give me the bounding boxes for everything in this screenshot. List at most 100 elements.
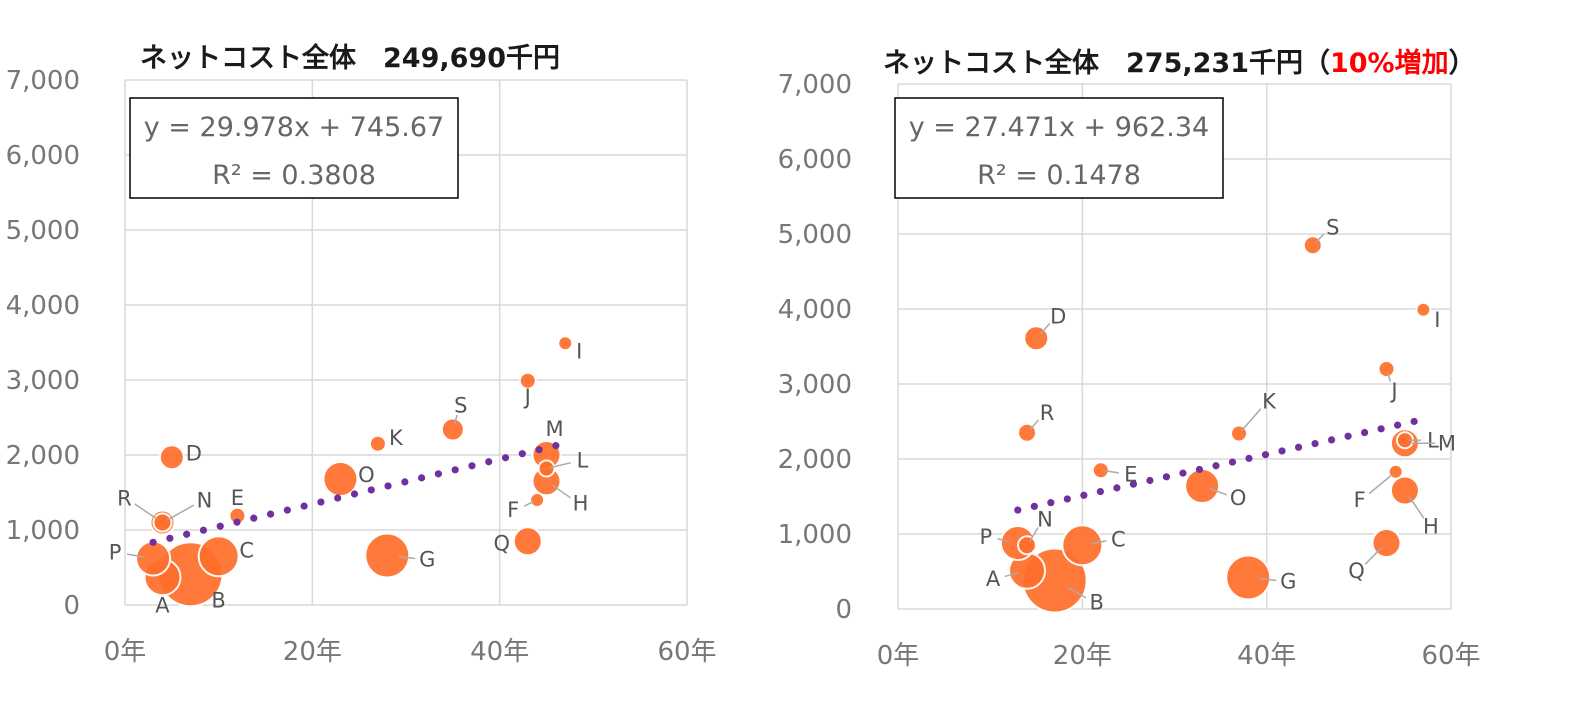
data-label-r: R: [117, 487, 132, 511]
chart-right: 0 1,000 2,000 3,000 4,000 5,000 6,000 7,000 0年 20…: [778, 47, 1481, 671]
chart-title-part: ネットコスト全体 275,231千円（: [883, 47, 1330, 79]
bubble-point-o: [322, 461, 359, 497]
bubble-point-g: [1225, 554, 1272, 601]
trendline-dot: [317, 498, 325, 506]
y-tick-label: 5,000: [778, 220, 852, 250]
trendline-dot: [434, 470, 442, 478]
data-label-leader: [997, 538, 1010, 543]
data-label-leader: [1209, 487, 1228, 496]
trendline-dot: [451, 466, 459, 474]
bubble-point-p: [135, 540, 172, 577]
data-label-k: K: [1262, 390, 1277, 414]
data-label-b: B: [211, 588, 225, 612]
data-label-leader: [1028, 527, 1039, 542]
data-label-leader: [1029, 419, 1040, 431]
y-tick-label: 1,000: [778, 520, 852, 550]
data-label-p: P: [979, 525, 992, 549]
chart-title-part: ネットコスト全体 249,690千円: [140, 42, 560, 74]
data-label-n: N: [197, 489, 213, 513]
trendline-dot: [1212, 462, 1220, 470]
trendline-dot: [485, 458, 493, 466]
trendline-dot: [535, 446, 543, 454]
trendline-dot: [183, 530, 191, 538]
data-label-leader: [1259, 577, 1277, 582]
data-label-a: A: [986, 567, 1001, 591]
data-label-q: Q: [494, 531, 511, 555]
trendline-dot: [199, 526, 208, 534]
trendline-dot: [1179, 469, 1187, 477]
x-tick-label: 20年: [283, 637, 342, 667]
r-squared: R² = 0.3808: [212, 160, 376, 191]
data-label-leader: [1368, 473, 1394, 495]
y-tick-label: 1,000: [6, 516, 80, 546]
data-label-leader: [551, 484, 571, 499]
data-label-r: R: [1040, 401, 1055, 425]
trendline-dot: [1344, 432, 1352, 440]
trendline-dot: [418, 474, 426, 482]
trendline-dot: [552, 442, 560, 450]
data-label-leader: [1068, 587, 1087, 599]
data-label-e: E: [1124, 462, 1137, 486]
data-label-f: F: [507, 498, 519, 522]
bubble-point-n: [1017, 535, 1038, 556]
trendline-dot: [1410, 417, 1418, 426]
data-label-k: K: [389, 426, 404, 450]
trendline-equation: y = 27.471x + 962.34: [909, 112, 1209, 143]
trendline-dot: [1096, 487, 1104, 496]
data-label-m: M: [545, 417, 563, 441]
data-label-s: S: [1326, 215, 1339, 239]
data-label-leader: [1315, 233, 1325, 243]
bubble-point-e: [1091, 461, 1110, 480]
data-label-p: P: [109, 541, 122, 565]
chart-title-part: 10%増加: [1330, 47, 1449, 79]
trendline-dot: [1261, 451, 1270, 459]
trendline-dot: [1245, 454, 1253, 462]
trendline-dot: [1294, 443, 1303, 451]
bubble-point-i: [1415, 301, 1432, 318]
data-label-q: Q: [1348, 559, 1365, 583]
data-label-b: B: [1089, 591, 1103, 615]
trendline-dot: [1014, 506, 1022, 514]
chart-title: ネットコスト全体 275,231千円（10%増加）: [883, 47, 1476, 79]
trendline-dot: [468, 462, 476, 470]
bubble-point-o: [1184, 468, 1221, 504]
data-label-i: I: [1434, 308, 1440, 332]
trendline-dot: [283, 506, 291, 514]
x-tick-label: 40年: [470, 637, 529, 667]
bubble-point-k: [368, 434, 387, 453]
trendline-dot: [1327, 436, 1336, 444]
bubble-point-l: [537, 459, 556, 478]
y-tick-label: 6,000: [6, 141, 80, 171]
bubble-point-s: [440, 417, 465, 442]
trendline-dot: [1311, 439, 1319, 448]
data-label-h: H: [573, 491, 589, 515]
trendline-dot: [1195, 465, 1204, 474]
data-label-leader: [1039, 322, 1051, 335]
trendline-dot: [166, 534, 174, 542]
y-tick-label: 5,000: [6, 216, 80, 246]
y-tick-label: 6,000: [778, 145, 852, 175]
trendline-dot: [300, 502, 308, 510]
trendline-dot: [1030, 502, 1038, 510]
trendline-dot: [149, 538, 157, 546]
y-tick-label: 4,000: [778, 295, 852, 325]
x-tick-label: 40年: [1237, 641, 1296, 671]
trendline-dot: [233, 518, 241, 526]
trendline-dot: [1394, 421, 1402, 429]
trendline-dot: [1113, 484, 1121, 492]
chart-title-part: ）: [1449, 48, 1476, 79]
y-tick-label: 0: [63, 591, 80, 621]
data-label-d: D: [186, 441, 202, 465]
data-label-leader: [134, 503, 158, 520]
bubble-point-i: [557, 335, 574, 352]
data-label-leader: [1387, 372, 1392, 382]
data-label-h: H: [1423, 515, 1439, 539]
trendline-dot: [501, 454, 510, 462]
bubble-point-c: [197, 535, 240, 578]
data-label-leader: [398, 555, 416, 560]
y-tick-label: 2,000: [6, 441, 80, 471]
trendline-dot: [1146, 476, 1154, 485]
data-label-j: J: [1389, 379, 1397, 403]
data-label-n: N: [1037, 507, 1053, 531]
